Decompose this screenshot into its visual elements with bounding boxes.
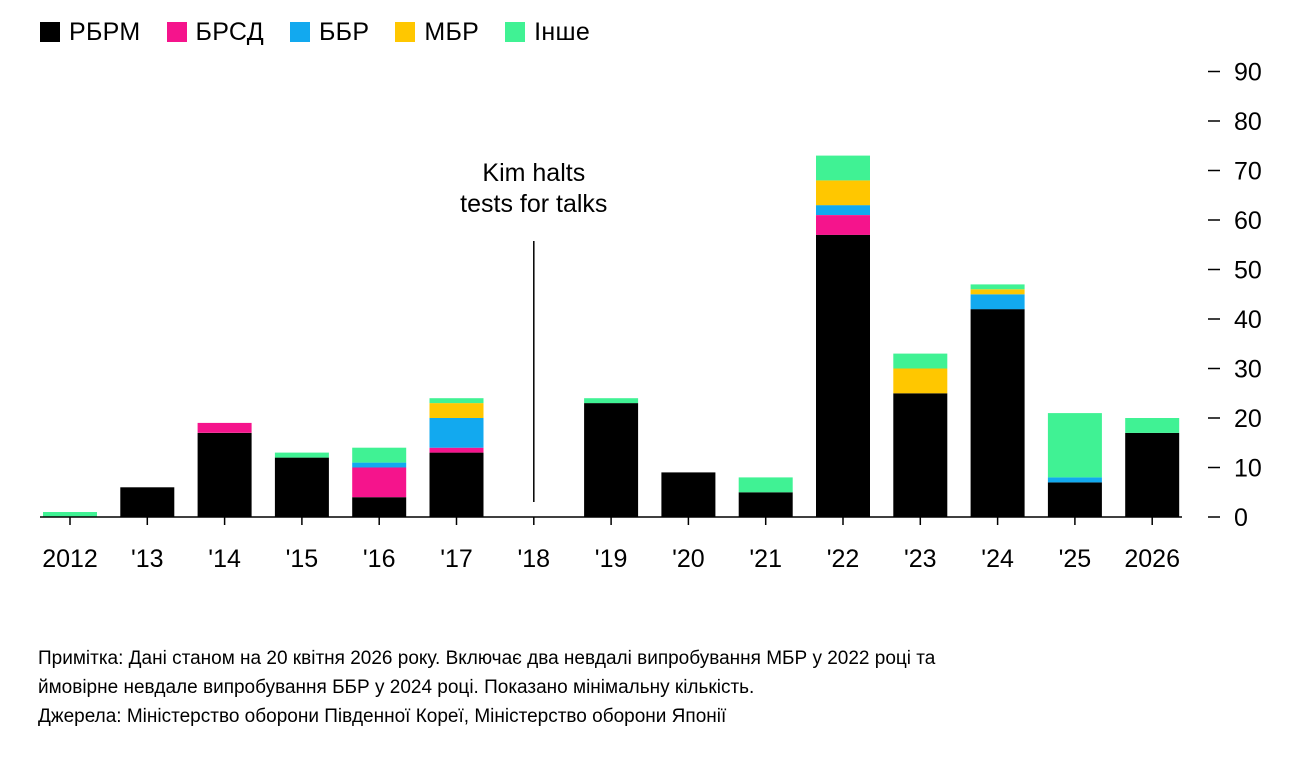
bar-segment-5-1	[429, 447, 484, 453]
y-tick-label-1: 10	[1234, 455, 1262, 483]
legend-swatch	[289, 22, 310, 42]
bar-segment-11-3	[893, 368, 948, 394]
bar-segment-12-3	[970, 289, 1025, 295]
legend-swatch	[166, 22, 187, 42]
x-tick-label-2: '14	[208, 545, 241, 573]
legend-swatch	[40, 22, 60, 42]
bar-segment-10-3	[816, 180, 870, 206]
legend-item-1: БРСД	[166, 17, 264, 47]
x-tick-label-6: '18	[518, 545, 551, 573]
bar-segment-7-0	[584, 403, 639, 517]
x-tick-label-5: '17	[440, 545, 473, 573]
bar-segment-9-4	[738, 477, 793, 493]
x-tick-label-9: '21	[749, 545, 782, 573]
legend-label: ББР	[318, 17, 370, 46]
x-tick-label-4: '16	[363, 545, 396, 573]
legend-swatch	[505, 22, 526, 42]
y-tick-label-3: 30	[1234, 356, 1262, 384]
y-tick-label-7: 70	[1234, 158, 1262, 186]
stacked-bar-chart: 2012 '13 '14 '15 '16 '17 '18 '19 '20 '21 '22 '23 '24…	[40, 59, 1262, 573]
bar-segment-9-0	[738, 492, 793, 518]
legend-label: МБР	[424, 17, 480, 46]
bar-segment-5-3	[429, 403, 484, 418]
bar-segment-7-4	[584, 398, 639, 404]
x-tick-label-7: '19	[595, 545, 628, 573]
chart-legend: РБРМ БРСД ББР МБР Інше	[40, 14, 616, 50]
footnote-line-2: ймовірне невдале випробування ББР у 2024…	[38, 677, 755, 698]
y-tick-label-5: 50	[1234, 257, 1262, 285]
y-tick-label-4: 40	[1234, 306, 1262, 334]
legend-label: БРСД	[195, 17, 264, 46]
x-tick-label-1: '13	[131, 545, 164, 573]
bar-segment-4-0	[352, 497, 407, 517]
bar-segment-13-2	[1047, 477, 1102, 483]
bar-segment-12-2	[970, 294, 1025, 310]
bar-segment-4-1	[352, 467, 407, 498]
annotation-text-0: Kim halts	[482, 159, 585, 187]
bar-segment-13-0	[1047, 482, 1102, 517]
legend-item-4: Інше	[505, 18, 590, 47]
y-tick-label-8: 80	[1234, 108, 1262, 136]
x-tick-label-14: 2026	[1124, 545, 1180, 573]
bar-segment-14-0	[1125, 432, 1180, 517]
bar-segment-10-2	[816, 205, 870, 215]
footnote-source: Джерела: Міністерство оборони Південної …	[38, 706, 727, 727]
annotation-text-1: tests for talks	[460, 190, 607, 218]
bar-segment-4-2	[352, 462, 407, 468]
bar-segment-11-0	[893, 393, 948, 518]
bar-segment-10-0	[816, 234, 870, 518]
bar-segment-1-0	[120, 487, 175, 517]
bar-segment-12-4	[970, 284, 1025, 290]
bar-segment-11-4	[893, 353, 948, 369]
bar-segment-10-4	[816, 155, 870, 181]
x-tick-label-10: '22	[827, 545, 860, 573]
x-tick-label-8: '20	[672, 545, 705, 573]
bar-segment-0-4	[43, 512, 97, 517]
bar-segment-10-1	[816, 215, 870, 235]
y-tick-label-2: 20	[1234, 405, 1262, 433]
bar-segment-3-0	[274, 457, 329, 517]
bar-segment-2-0	[197, 432, 252, 517]
x-tick-label-11: '23	[904, 545, 937, 573]
bar-segment-8-0	[661, 472, 716, 517]
y-tick-label-9: 90	[1234, 59, 1262, 87]
legend-label: РБРМ	[69, 17, 141, 46]
legend-swatch	[395, 22, 416, 42]
bar-segment-3-4	[274, 452, 329, 458]
bar-segment-5-2	[429, 418, 484, 448]
x-tick-label-0: 2012	[42, 545, 98, 573]
x-tick-label-3: '15	[286, 545, 319, 573]
x-tick-label-13: '25	[1059, 545, 1092, 573]
bar-segment-4-4	[352, 447, 407, 463]
bar-segment-2-1	[197, 422, 252, 433]
y-tick-label-0: 0	[1234, 504, 1248, 532]
legend-item-0: РБРМ	[40, 18, 141, 47]
bar-segment-5-4	[429, 398, 484, 404]
y-tick-label-6: 60	[1234, 207, 1262, 235]
x-tick-label-12: '24	[981, 545, 1014, 573]
footnote-line-1: Примітка: Дані станом на 20 квітня 2026 …	[38, 648, 936, 669]
legend-item-2: ББР	[289, 17, 370, 47]
bar-segment-5-0	[429, 452, 484, 517]
bar-segment-13-4	[1047, 413, 1102, 478]
legend-item-3: МБР	[395, 18, 479, 47]
bar-segment-12-0	[970, 309, 1025, 517]
bar-segment-14-4	[1125, 418, 1180, 433]
chart-footnotes: Примітка: Дані станом на 20 квітня 2026 …	[38, 644, 935, 731]
legend-label: Інше	[534, 17, 591, 46]
